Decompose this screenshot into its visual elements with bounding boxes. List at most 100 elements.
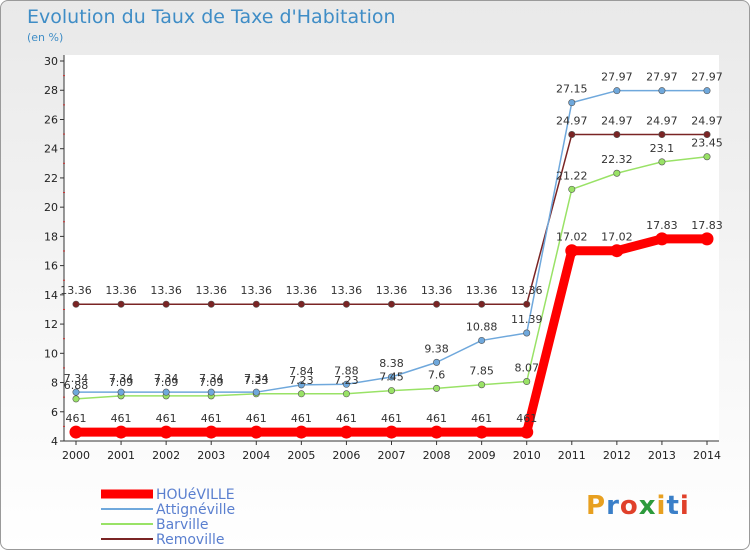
y-tick-label: 14 (44, 289, 58, 302)
data-point (658, 158, 666, 166)
data-point (342, 390, 350, 398)
data-point (342, 380, 350, 388)
data-label: 7.34 (199, 372, 224, 385)
data-point (523, 329, 531, 337)
data-point (658, 87, 666, 95)
data-label: 13.36 (60, 284, 92, 297)
data-point (72, 395, 80, 403)
data-label: 27.97 (691, 71, 723, 84)
data-point (387, 387, 395, 395)
x-tick-label: 2010 (513, 449, 541, 462)
data-point (207, 300, 215, 308)
data-label: 23.1 (650, 142, 675, 155)
x-tick-label: 2009 (468, 449, 496, 462)
x-tick-label: 2006 (332, 449, 360, 462)
data-label: 27.97 (646, 71, 678, 84)
y-tick-label: 4 (51, 435, 58, 448)
data-label: 17.83 (691, 219, 723, 232)
legend-label: Removille (156, 532, 224, 548)
x-tick-label: 2001 (107, 449, 135, 462)
data-point (117, 300, 125, 308)
data-point (433, 384, 441, 392)
data-point (297, 390, 305, 398)
data-label: 13.36 (241, 284, 273, 297)
data-label: 27.15 (556, 83, 588, 96)
y-unit-label: (en %) (27, 31, 64, 44)
y-tick-label: 6 (51, 406, 58, 419)
data-point (204, 425, 218, 439)
data-point (658, 131, 666, 139)
data-point (72, 300, 80, 308)
data-point (478, 381, 486, 389)
x-tick-label: 2014 (693, 449, 721, 462)
y-tick-label: 26 (44, 113, 58, 126)
data-label: 7.09 (154, 376, 179, 389)
data-point (117, 388, 125, 396)
data-label: 7.6 (428, 368, 446, 381)
x-tick-label: 2007 (378, 449, 406, 462)
data-label: 7.34 (154, 372, 179, 385)
data-point (478, 336, 486, 344)
data-label: 7.23 (334, 374, 359, 387)
data-point (523, 300, 531, 308)
y-tick-label: 8 (51, 377, 58, 390)
data-point (700, 232, 714, 246)
data-label: 27.97 (601, 71, 633, 84)
data-point (69, 425, 83, 439)
data-point (475, 425, 489, 439)
data-point (613, 87, 621, 95)
legend-label: HOUéVILLE (156, 487, 235, 503)
data-point (342, 300, 350, 308)
data-label: 461 (156, 412, 177, 425)
logo-letter: o (619, 491, 639, 521)
data-label: 22.32 (601, 153, 633, 166)
data-point (385, 425, 398, 439)
logo-letter: i (656, 491, 667, 521)
data-label: 17.83 (646, 219, 678, 232)
data-point (433, 300, 441, 308)
data-point (703, 87, 711, 95)
data-point (430, 425, 444, 439)
data-label: 13.36 (511, 284, 543, 297)
data-point (387, 373, 395, 381)
data-label: 24.97 (646, 115, 678, 128)
data-label: 11.39 (511, 313, 543, 326)
data-label: 13.36 (331, 284, 363, 297)
x-tick-label: 2008 (423, 449, 451, 462)
data-point (159, 425, 173, 439)
data-label: 6.88 (64, 379, 89, 392)
y-tick-label: 20 (44, 201, 58, 214)
y-tick-label: 28 (44, 84, 58, 97)
data-label: 7.34 (64, 372, 89, 385)
data-label: 24.97 (601, 115, 633, 128)
x-tick-label: 2004 (242, 449, 270, 462)
data-label: 13.36 (150, 284, 182, 297)
data-label: 7.88 (334, 364, 359, 377)
data-point (339, 425, 353, 439)
data-point (655, 232, 669, 246)
data-label: 461 (516, 412, 537, 425)
y-tick-label: 24 (44, 143, 58, 156)
data-label: 24.97 (691, 115, 723, 128)
x-tick-label: 2000 (62, 449, 90, 462)
data-point (613, 131, 621, 139)
data-point (703, 131, 711, 139)
data-point (162, 300, 170, 308)
data-label: 23.45 (691, 137, 723, 150)
data-label: 7.85 (469, 365, 494, 378)
chart-title: Evolution du Taux de Taxe d'Habitation (27, 6, 396, 28)
data-label: 7.34 (244, 372, 269, 385)
data-label: 8.07 (514, 362, 539, 375)
data-label: 13.36 (286, 284, 318, 297)
data-point (252, 388, 260, 396)
data-label: 9.38 (424, 342, 449, 355)
data-label: 13.36 (195, 284, 227, 297)
data-label: 24.97 (556, 115, 588, 128)
data-label: 461 (471, 412, 492, 425)
data-point (520, 425, 534, 439)
y-tick-label: 16 (44, 260, 58, 273)
data-point (297, 300, 305, 308)
data-label: 461 (111, 412, 132, 425)
